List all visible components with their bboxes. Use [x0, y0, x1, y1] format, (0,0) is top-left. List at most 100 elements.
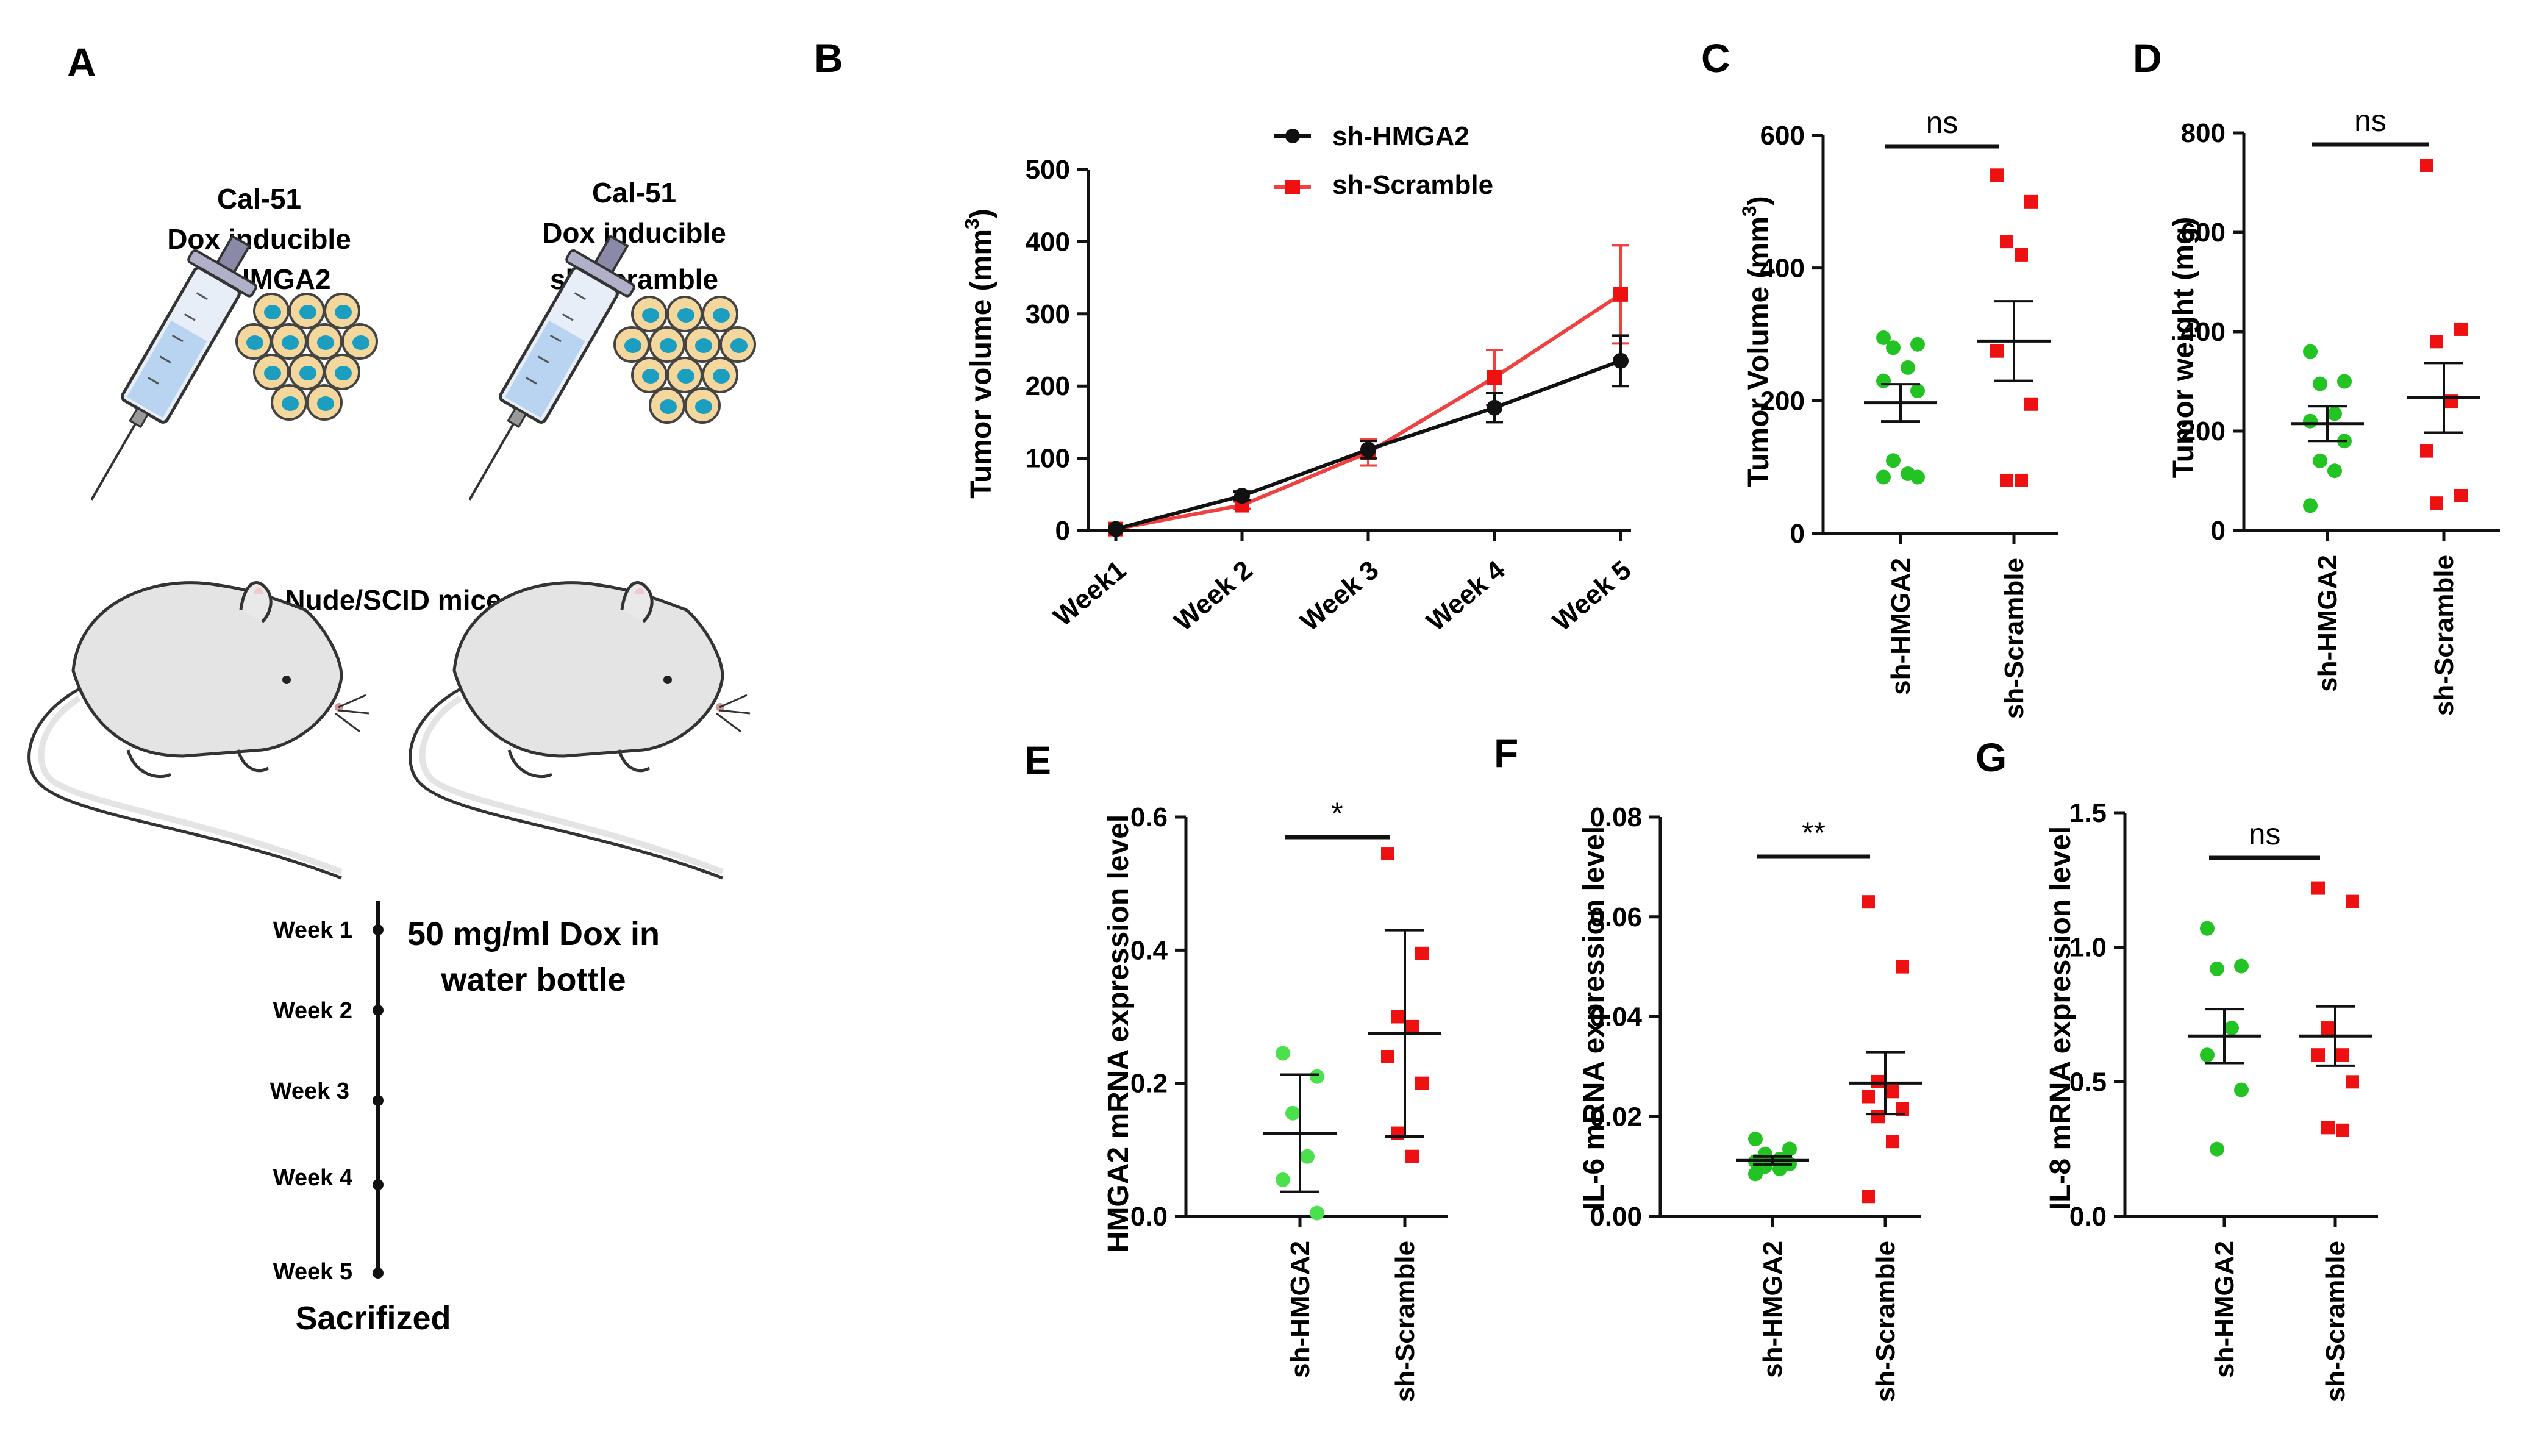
cell-nucleus-icon	[730, 338, 748, 353]
data-point	[1748, 1166, 1763, 1182]
data-point	[2234, 958, 2249, 974]
il6-expression-dot-plot: 0.00 0.02 0.04 0.06 0.08 sh-HMGA2 sh-Scramble *…	[1578, 802, 1922, 1402]
cell-nucleus-icon	[713, 369, 730, 384]
data-point	[1300, 1149, 1315, 1164]
y-axis-label-c: Tumor Volume (mm3)	[1738, 196, 1775, 487]
dot-plot-marks: 0 200 400 600 sh-HMGA2 sh-Scramble ns	[1760, 105, 2058, 719]
cell-nucleus-icon	[624, 338, 641, 353]
x-tick-label: Week 4	[1421, 555, 1510, 637]
cell-nucleus-icon	[282, 335, 299, 350]
y-tick-label: 200	[1026, 371, 1070, 401]
data-point	[1862, 1190, 1875, 1204]
y-tick-label: 0.6	[1130, 802, 1168, 832]
legend-marker-sh-scramble	[1285, 180, 1300, 194]
significance-label: *	[1331, 796, 1343, 830]
y-tick-label: 300	[1026, 299, 1070, 329]
sacrificed-label: Sacrifized	[295, 1300, 451, 1336]
panel-label-a: A	[67, 40, 96, 85]
data-point	[2313, 453, 2327, 468]
y-tick-label: 0	[1055, 516, 1070, 546]
dot-plot-marks: 0.0 0.5 1.0 1.5 sh-HMGA2 sh-Scramble ns	[2069, 798, 2378, 1402]
data-point	[2015, 473, 2028, 487]
y-tick-label: 0	[1790, 519, 1805, 549]
data-point	[1748, 1132, 1763, 1147]
data-point	[2000, 473, 2013, 487]
data-point	[2430, 496, 2443, 510]
timeline-week-4: Week 4	[273, 1165, 352, 1191]
y-tick-label: 500	[1026, 155, 1070, 185]
line-chart-marks: 0 100 200 300 400 500 Week1 Week 2 Week 3 Week 4 W…	[1026, 155, 1637, 637]
cell-nucleus-icon	[713, 308, 730, 323]
syringe-icon	[468, 234, 635, 501]
y-tick-label: 200	[2181, 416, 2226, 446]
data-point	[1381, 1050, 1394, 1063]
legend-label-sh-hmga2: sh-HMGA2	[1332, 121, 1469, 151]
y-tick-label: 100	[1026, 444, 1070, 474]
timeline-week-1: Week 1	[273, 918, 352, 943]
tumor-volume-dot-plot: 0 200 400 600 sh-HMGA2 sh-Scramble ns Tumor Vo…	[1738, 105, 2058, 719]
data-point	[1862, 1090, 1875, 1104]
data-point	[2321, 1121, 2335, 1135]
data-point	[1613, 287, 1628, 302]
left-group-line1: Cal-51	[217, 183, 301, 215]
data-point	[2200, 921, 2215, 936]
data-point	[1910, 337, 1925, 352]
data-point	[1487, 369, 1502, 385]
x-tick-label: sh-Scramble	[1871, 1241, 1901, 1402]
cell-nucleus-icon	[660, 338, 677, 353]
data-point	[2337, 374, 2352, 389]
series-line-sh-scramble	[1115, 293, 1622, 531]
data-point	[2303, 498, 2318, 513]
cell-nucleus-icon	[264, 305, 281, 319]
cell-nucleus-icon	[299, 366, 316, 380]
y-tick-label: 0.00	[1590, 1202, 1642, 1232]
y-tick-label: 400	[1760, 254, 1805, 284]
mice-label: Nude/SCID mice	[285, 584, 501, 616]
legend-label-sh-scramble: sh-Scramble	[1332, 170, 1493, 200]
panel-label-f: F	[1494, 730, 1518, 776]
data-point	[2327, 406, 2342, 421]
dot-plot-marks: 0.00 0.02 0.04 0.06 0.08 sh-HMGA2 sh-Scramble *…	[1590, 802, 1922, 1402]
x-tick-label: Week 5	[1547, 555, 1637, 637]
y-tick-label: 200	[1760, 386, 1805, 416]
timeline-dot	[373, 1095, 384, 1106]
data-point	[2346, 1075, 2359, 1089]
data-point	[2210, 961, 2224, 976]
y-tick-label: 1.0	[2069, 933, 2107, 963]
data-point	[1415, 1076, 1429, 1090]
x-tick-label: Week 3	[1294, 555, 1384, 637]
cell-nucleus-icon	[246, 335, 263, 350]
data-point	[1391, 1126, 1404, 1140]
data-point	[1886, 340, 1901, 355]
data-point	[1876, 330, 1891, 345]
data-point	[1990, 168, 2004, 182]
data-point	[2015, 248, 2028, 262]
data-point	[2336, 1048, 2349, 1062]
hmga2-expression-dot-plot: 0.0 0.2 0.4 0.6 sh-HMGA2 sh-Scramble * HMGA2 m…	[1102, 796, 1448, 1402]
y-tick-label: 800	[2181, 118, 2226, 148]
y-tick-label: 1.5	[2069, 798, 2107, 828]
cell-nucleus-icon	[677, 369, 694, 384]
data-point	[1108, 521, 1124, 537]
data-point	[1876, 373, 1891, 388]
cell-nucleus-icon	[317, 335, 334, 350]
right-group-line1: Cal-51	[592, 177, 676, 209]
x-tick-label: Week1	[1048, 555, 1132, 632]
data-point	[2336, 1123, 2349, 1137]
data-point	[1487, 399, 1502, 416]
data-point	[2303, 344, 2318, 359]
y-tick-label: 600	[1760, 121, 1805, 151]
data-point	[2024, 397, 2038, 411]
data-point	[1391, 1010, 1404, 1024]
panel-label-d: D	[2133, 35, 2162, 80]
y-tick-label: 0.08	[1590, 802, 1642, 832]
data-point	[2210, 1141, 2224, 1157]
data-point	[1310, 1069, 1324, 1084]
y-tick-label: 0.02	[1590, 1102, 1642, 1132]
y-axis-label-g: IL-8 mRNA expression level	[2044, 826, 2077, 1210]
data-point	[2000, 235, 2013, 249]
panel-label-e: E	[1024, 738, 1051, 783]
y-tick-label: 0.5	[2069, 1067, 2107, 1097]
syringe-icon	[90, 234, 257, 501]
